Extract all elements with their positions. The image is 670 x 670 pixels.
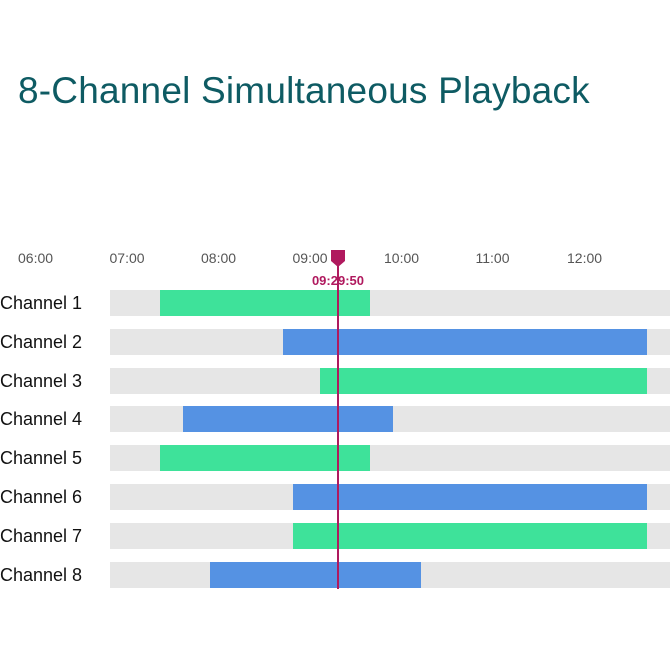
playhead-line[interactable] <box>336 265 339 589</box>
playhead-marker-icon[interactable] <box>330 250 345 267</box>
time-tick-label: 06:00 <box>18 250 54 266</box>
time-tick-label: 07:00 <box>109 250 145 266</box>
time-tick-label: 12:00 <box>567 250 603 266</box>
time-tick-label: 09:00 <box>292 250 328 266</box>
recording-segment[interactable] <box>319 367 647 394</box>
recording-segment[interactable] <box>210 561 421 588</box>
channel-label: Channel 1 <box>0 293 83 313</box>
time-tick-label: 10:00 <box>384 250 420 266</box>
recording-segment[interactable] <box>159 445 371 472</box>
recording-segment[interactable] <box>292 522 647 549</box>
channel-label: Channel 4 <box>0 409 83 430</box>
recording-segment[interactable] <box>182 406 394 433</box>
recording-segment[interactable] <box>283 328 647 355</box>
channel-label: Channel 3 <box>0 370 83 391</box>
time-tick-label: 11:00 <box>475 250 510 266</box>
page-title: 8-Channel Simultaneous Playback <box>18 70 590 111</box>
channel-label: Channel 8 <box>0 564 83 585</box>
recording-segment[interactable] <box>159 290 371 316</box>
channel-label: Channel 6 <box>0 487 83 507</box>
recording-segment[interactable] <box>292 484 647 510</box>
channel-label: Channel 7 <box>0 525 83 546</box>
playhead-time-label: 09:29:50 <box>311 273 364 288</box>
time-tick-label: 08:00 <box>201 250 237 266</box>
channel-label: Channel 5 <box>0 448 83 469</box>
channel-label: Channel 2 <box>0 331 83 352</box>
